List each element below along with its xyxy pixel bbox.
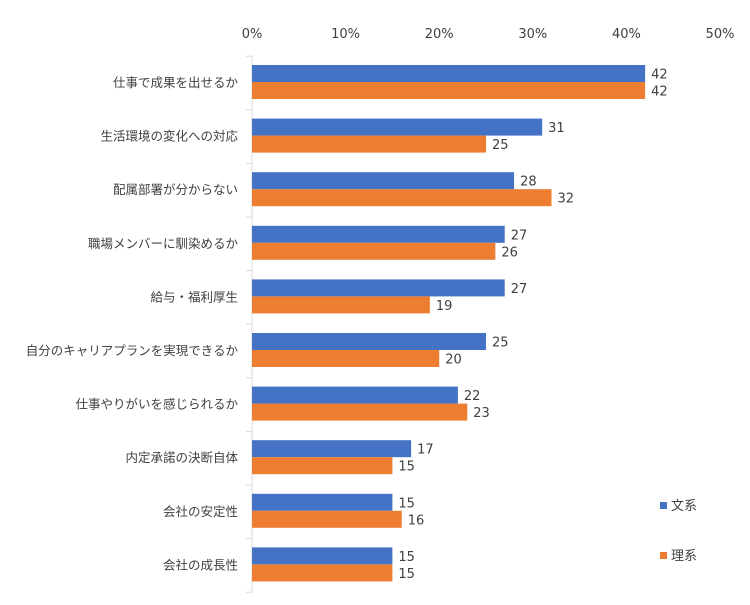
- legend-swatch: [660, 502, 667, 509]
- bar-bunkei: [252, 493, 393, 511]
- bar-bunkei: [252, 547, 393, 565]
- data-label: 42: [651, 68, 668, 83]
- legend-label: 理系: [671, 549, 697, 564]
- bar-bunkei: [252, 118, 543, 136]
- x-tick-label: 40%: [612, 27, 641, 42]
- data-label: 20: [445, 353, 462, 368]
- x-tick-label: 0%: [242, 27, 263, 42]
- bar-rikei: [252, 82, 646, 99]
- bar-rikei: [252, 510, 402, 528]
- data-label: 27: [511, 282, 528, 297]
- data-label: 23: [473, 406, 490, 421]
- bar-rikei: [252, 564, 393, 582]
- data-label: 22: [464, 389, 481, 404]
- x-tick-label: 50%: [706, 27, 735, 42]
- data-label: 16: [408, 513, 425, 528]
- category-label: 会社の成長性: [163, 557, 238, 572]
- bar-bunkei: [252, 65, 646, 82]
- legend-swatch: [660, 552, 667, 559]
- category-label: 配属部署が分からない: [113, 182, 238, 197]
- x-tick-label: 30%: [518, 27, 547, 42]
- bar-bunkei: [252, 225, 505, 243]
- x-tick-label: 10%: [331, 27, 360, 42]
- data-label: 31: [548, 121, 565, 136]
- data-label: 32: [558, 192, 575, 207]
- data-label: 19: [436, 299, 453, 314]
- data-label: 25: [492, 138, 509, 153]
- bar-bunkei: [252, 333, 486, 350]
- bar-rikei: [252, 350, 440, 367]
- category-label: 内定承諾の決断自体: [125, 450, 238, 465]
- x-tick-label: 20%: [425, 27, 454, 42]
- data-label: 42: [651, 85, 668, 100]
- bar-rikei: [252, 403, 468, 421]
- bar-rikei: [252, 296, 430, 314]
- category-label: 仕事やりがいを感じられるか: [75, 397, 238, 412]
- bar-rikei: [252, 189, 552, 207]
- category-label: 会社の安定性: [163, 504, 238, 519]
- bar-bunkei: [252, 440, 412, 458]
- data-label: 17: [417, 443, 434, 458]
- data-label: 26: [501, 245, 518, 260]
- category-label: 職場メンバーに馴染めるか: [88, 236, 239, 251]
- data-label: 27: [511, 228, 528, 243]
- data-label: 15: [398, 550, 415, 565]
- data-label: 28: [520, 175, 537, 190]
- data-label: 15: [398, 460, 415, 475]
- bar-bunkei: [252, 279, 505, 297]
- data-label: 15: [398, 496, 415, 511]
- bar-bunkei: [252, 172, 515, 190]
- bar-rikei: [252, 242, 496, 260]
- bar-bunkei: [252, 386, 458, 404]
- category-label: 仕事で成果を出せるか: [113, 75, 239, 90]
- bar-rikei: [252, 457, 393, 475]
- bar-rikei: [252, 135, 486, 153]
- data-label: 25: [492, 336, 509, 351]
- category-label: 生活環境の変化への対応: [100, 129, 238, 144]
- data-label: 15: [398, 567, 415, 582]
- category-label: 給与・福利厚生: [150, 289, 238, 304]
- legend-label: 文系: [671, 499, 697, 514]
- category-label: 自分のキャリアプランを実現できるか: [26, 343, 239, 358]
